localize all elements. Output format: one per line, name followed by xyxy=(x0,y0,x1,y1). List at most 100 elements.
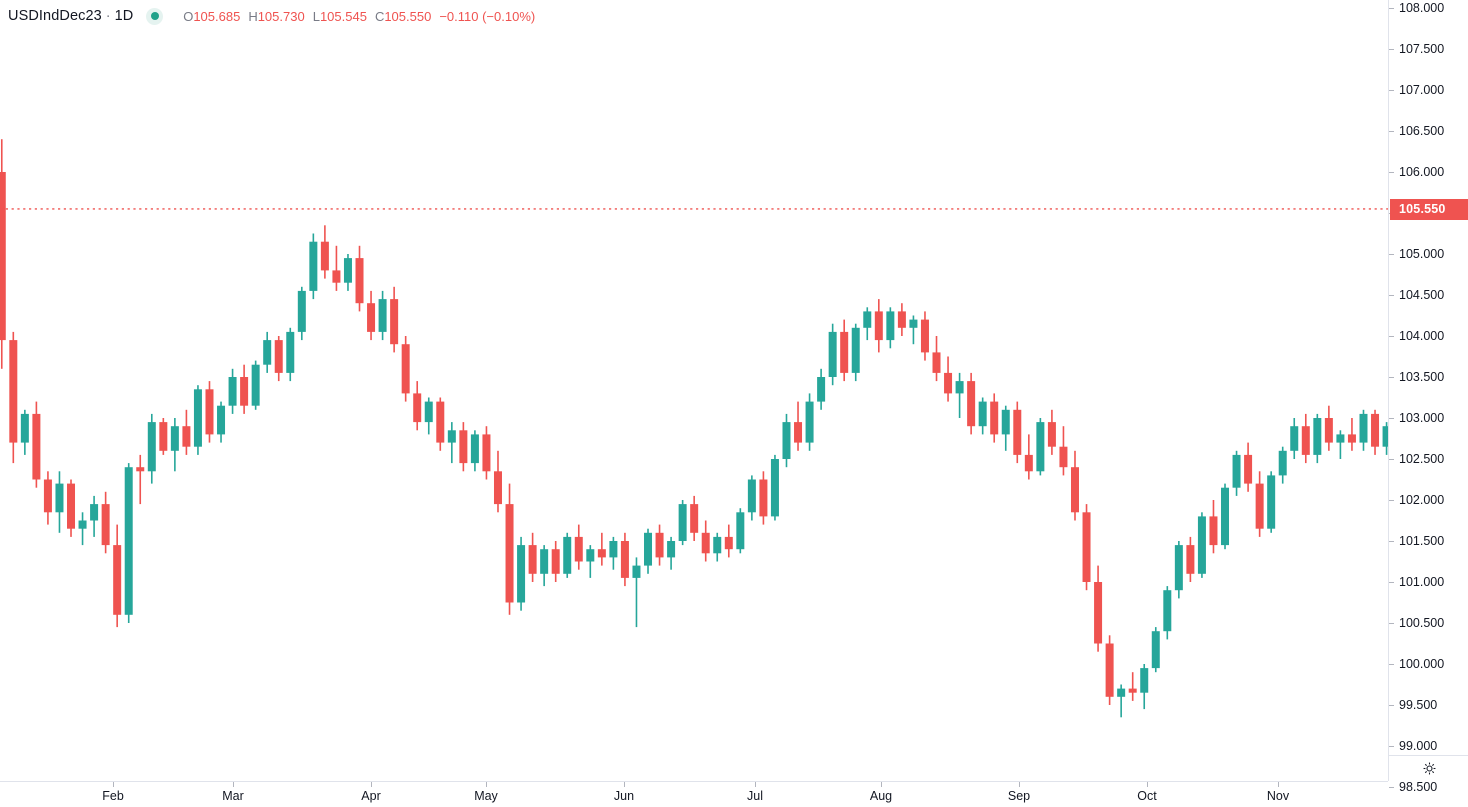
candle-body xyxy=(390,299,399,345)
price-tick-label: 102.500 xyxy=(1399,452,1445,466)
time-tick-label: Oct xyxy=(1137,789,1157,803)
candle-wick xyxy=(1131,672,1134,701)
candle-body xyxy=(1336,434,1345,443)
time-tick-mark xyxy=(113,782,114,787)
candle-body xyxy=(1232,454,1241,488)
price-tick-label: 104.500 xyxy=(1399,288,1445,302)
candle-body xyxy=(309,241,318,291)
price-tick-mark xyxy=(1389,664,1394,665)
candle-body xyxy=(413,393,422,423)
low-label: L xyxy=(312,8,320,24)
current-price-badge: 105.550 xyxy=(1390,198,1468,220)
candle-body xyxy=(609,541,618,558)
candle-body xyxy=(644,532,653,566)
candle-body xyxy=(620,541,629,578)
time-tick-mark xyxy=(624,782,625,787)
time-tick-mark xyxy=(371,782,372,787)
candle-body xyxy=(1267,475,1276,529)
candle-body xyxy=(1278,450,1287,476)
candle-body xyxy=(770,459,779,517)
market-open-dot-icon[interactable] xyxy=(146,7,164,25)
candle-body xyxy=(240,377,249,406)
candle-body xyxy=(828,331,837,377)
candle-body xyxy=(320,241,329,271)
candle-body xyxy=(1209,516,1218,546)
price-tick-mark xyxy=(1389,336,1394,337)
candle-body xyxy=(1163,590,1172,632)
candle-body xyxy=(840,331,849,373)
candle-body xyxy=(436,401,445,443)
price-tick: 106.500 xyxy=(1389,124,1468,138)
candle-wick xyxy=(1120,684,1122,718)
candle-body xyxy=(1140,668,1149,693)
candle-wick xyxy=(335,245,338,291)
symbol-title[interactable]: USDIndDec23 xyxy=(8,8,102,24)
candle-body xyxy=(1186,545,1195,574)
price-tick: 108.000 xyxy=(1389,1,1468,15)
candle-body xyxy=(528,545,537,574)
close-label: C xyxy=(374,8,385,24)
price-scale[interactable]: 108.000 107.500 107.000 106.500 106.000 105.5… xyxy=(1388,0,1468,794)
candle-body xyxy=(367,303,376,332)
time-scale[interactable]: Feb Mar Apr May Jun Jul Aug Sep Oct Nov xyxy=(0,781,1388,807)
price-tick-mark xyxy=(1389,8,1394,9)
price-tick-mark xyxy=(1389,49,1394,50)
candle-body xyxy=(1313,418,1322,455)
candle-body xyxy=(701,532,710,554)
candle-body xyxy=(736,512,745,550)
price-tick-mark xyxy=(1389,705,1394,706)
price-tick-label: 102.000 xyxy=(1399,493,1445,507)
candle-body xyxy=(1059,446,1068,468)
candle-body xyxy=(1359,413,1368,443)
candle-body xyxy=(747,479,756,513)
candle-body xyxy=(0,172,6,341)
candle-body xyxy=(136,467,145,472)
candle-body xyxy=(978,401,987,427)
ohlc-values: O 105.685 H 105.730 L 105.545 C 105.550 −0.1… xyxy=(183,9,535,24)
candle-body xyxy=(932,352,941,373)
time-tick-label: Mar xyxy=(222,789,244,803)
price-tick: 99.000 xyxy=(1389,739,1468,753)
candle-body xyxy=(678,504,687,541)
price-tick-mark xyxy=(1389,172,1394,173)
candle-body xyxy=(159,422,168,451)
candle-body xyxy=(147,422,156,472)
price-tick-label: 106.500 xyxy=(1399,124,1445,138)
time-tick-label: Jun xyxy=(613,789,635,803)
price-tick-label: 99.000 xyxy=(1399,739,1438,753)
price-tick-mark xyxy=(1389,459,1394,460)
candle-body xyxy=(332,270,341,283)
candle-body xyxy=(470,434,479,464)
candle-body xyxy=(424,401,433,423)
candle-body xyxy=(170,426,179,451)
legend-separator: · xyxy=(105,8,111,24)
candle-body xyxy=(482,434,491,472)
price-tick-mark xyxy=(1389,418,1394,419)
time-tick-label: Apr xyxy=(361,789,381,803)
candle-body xyxy=(1255,483,1264,529)
gear-icon[interactable] xyxy=(1389,755,1468,781)
candle-body xyxy=(1128,688,1137,693)
candle-body xyxy=(1001,409,1010,435)
candle-body xyxy=(9,340,18,443)
chart-plot-area[interactable] xyxy=(0,0,1388,781)
price-tick-mark xyxy=(1389,377,1394,378)
price-tick: 105.000 xyxy=(1389,247,1468,261)
candle-body xyxy=(1174,545,1183,591)
current-price-value: 105.550 xyxy=(1399,202,1446,217)
interval-label[interactable]: 1D xyxy=(114,8,134,24)
price-tick: 98.500 xyxy=(1389,780,1468,794)
time-tick-mark xyxy=(1278,782,1279,787)
candle-body xyxy=(182,426,191,447)
time-tick-mark xyxy=(233,782,234,787)
price-tick: 106.000 xyxy=(1389,165,1468,179)
time-tick-mark xyxy=(881,782,882,787)
candle-body xyxy=(193,389,202,447)
candle-body xyxy=(378,299,387,332)
candle-body xyxy=(990,401,999,435)
candle-body xyxy=(217,405,226,435)
price-tick-mark xyxy=(1389,131,1394,132)
candle-body xyxy=(1094,582,1103,644)
candle-body xyxy=(1151,631,1160,669)
price-tick-label: 104.000 xyxy=(1399,329,1445,343)
